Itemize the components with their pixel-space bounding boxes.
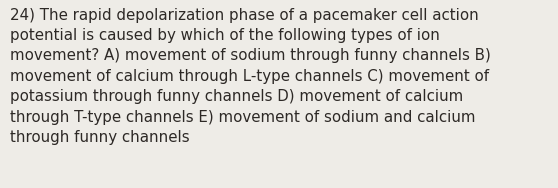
Text: 24) The rapid depolarization phase of a pacemaker cell action
potential is cause: 24) The rapid depolarization phase of a … [10, 8, 491, 145]
